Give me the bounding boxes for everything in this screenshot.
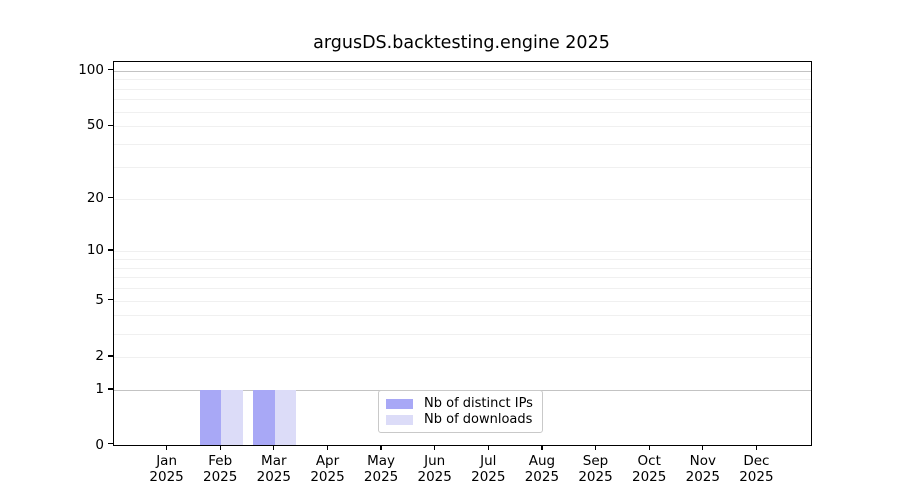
x-tick-month: May <box>367 453 396 469</box>
x-tick-label-jun: Jun 2025 <box>403 453 467 485</box>
y-tick-label-0: 0 <box>95 437 104 454</box>
x-tick-mark-may <box>380 445 382 451</box>
gridline-y-6 <box>114 287 811 289</box>
x-tick-label-apr: Apr 2025 <box>296 453 360 485</box>
gridline-y-40 <box>114 144 811 145</box>
chart-title: argusDS.backtesting.engine 2025 <box>313 33 610 53</box>
legend: Nb of distinct IPs Nb of downloads <box>378 390 543 433</box>
y-tick-label-5: 5 <box>95 291 104 308</box>
x-tick-month: Jan <box>156 453 177 469</box>
y-tick-label-10: 10 <box>86 242 104 259</box>
y-tick-label-20: 20 <box>86 189 104 206</box>
gridline-y-70 <box>114 99 811 101</box>
bar-feb-distinct-ips <box>199 390 222 445</box>
x-tick-year: 2025 <box>149 469 184 485</box>
gridline-y-3 <box>114 333 811 335</box>
y-tick-mark-20 <box>108 196 113 199</box>
gridline-y-90 <box>114 79 811 81</box>
x-tick-mark-aug <box>541 445 543 451</box>
gridline-y-80 <box>114 88 811 90</box>
gridline-y-10 <box>114 251 811 253</box>
x-tick-year: 2025 <box>203 469 238 485</box>
legend-item: Nb of downloads <box>386 412 533 427</box>
x-tick-year: 2025 <box>524 469 560 485</box>
y-tick-mark-10 <box>108 249 113 251</box>
legend-label: Nb of distinct IPs <box>424 396 533 411</box>
x-tick-year: 2025 <box>363 469 399 485</box>
x-tick-year: 2025 <box>471 469 506 485</box>
legend-swatch-distinct-ips <box>386 398 413 409</box>
gridline-y-2 <box>114 356 811 358</box>
x-tick-mark-feb <box>219 445 221 451</box>
legend-swatch-downloads <box>386 414 413 425</box>
x-tick-mark-jul <box>487 445 489 451</box>
x-tick-month: Sep <box>582 453 609 469</box>
y-tick-mark-50 <box>108 124 113 126</box>
y-tick-label-50: 50 <box>86 117 104 134</box>
x-tick-mark-mar <box>273 445 275 451</box>
x-tick-mark-nov <box>702 445 704 451</box>
y-tick-mark-100 <box>108 68 113 71</box>
x-tick-year: 2025 <box>632 469 667 485</box>
y-tick-mark-1 <box>108 388 113 390</box>
x-tick-mark-sep <box>594 445 597 451</box>
x-tick-year: 2025 <box>310 469 345 485</box>
x-tick-mark-jun <box>434 445 436 451</box>
x-tick-month: Jun <box>424 453 446 469</box>
x-tick-label-may: May 2025 <box>349 453 413 485</box>
x-tick-month: Aug <box>528 453 556 469</box>
x-tick-month: Nov <box>689 453 716 469</box>
y-tick-mark-2 <box>108 355 113 357</box>
y-tick-mark-5 <box>108 298 113 301</box>
x-tick-mark-jan <box>165 445 168 451</box>
plot-area <box>113 61 812 446</box>
gridline-y-50 <box>114 126 811 128</box>
bar-mar-distinct-ips <box>253 390 275 445</box>
bar-feb-downloads <box>221 390 243 445</box>
x-tick-year: 2025 <box>578 469 613 485</box>
x-tick-label-aug: Aug 2025 <box>510 453 574 485</box>
x-tick-year: 2025 <box>685 469 720 485</box>
x-tick-month: Oct <box>637 453 661 469</box>
legend-label: Nb of downloads <box>424 412 533 427</box>
x-tick-mark-dec <box>755 445 758 451</box>
x-tick-month: Jul <box>480 453 497 469</box>
x-tick-label-dec: Dec 2025 <box>724 453 788 485</box>
x-tick-year: 2025 <box>739 469 774 485</box>
y-tick-label-2: 2 <box>95 347 104 364</box>
x-tick-label-jan: Jan 2025 <box>135 453 199 485</box>
x-tick-month: Dec <box>743 453 770 469</box>
x-tick-label-jul: Jul 2025 <box>456 453 520 485</box>
y-tick-mark-0 <box>108 442 113 444</box>
x-tick-month: Mar <box>261 453 287 469</box>
x-tick-label-feb: Feb 2025 <box>188 453 252 485</box>
gridline-y-4 <box>114 315 811 317</box>
gridline-y-7 <box>114 277 811 279</box>
gridline-y-5 <box>114 300 811 302</box>
x-tick-month: Apr <box>315 453 340 469</box>
x-tick-label-oct: Oct 2025 <box>617 453 681 485</box>
bar-mar-downloads <box>274 390 297 445</box>
x-tick-mark-apr <box>326 445 329 451</box>
gridline-y-20 <box>114 198 811 200</box>
x-tick-label-nov: Nov 2025 <box>671 453 735 485</box>
x-tick-label-sep: Sep 2025 <box>564 453 628 485</box>
x-tick-month: Feb <box>208 453 233 469</box>
x-tick-label-mar: Mar 2025 <box>242 453 306 485</box>
y-tick-label-1: 1 <box>95 381 104 397</box>
gridline-y-60 <box>114 111 811 113</box>
gridline-y-9 <box>114 258 811 260</box>
x-tick-year: 2025 <box>417 469 452 485</box>
x-tick-mark-oct <box>648 445 650 451</box>
gridline-y-100 <box>114 70 811 72</box>
x-tick-year: 2025 <box>256 469 291 485</box>
y-tick-label-100: 100 <box>78 61 104 78</box>
gridline-y-8 <box>114 267 811 269</box>
gridline-y-30 <box>114 166 811 168</box>
legend-item: Nb of distinct IPs <box>386 396 533 411</box>
